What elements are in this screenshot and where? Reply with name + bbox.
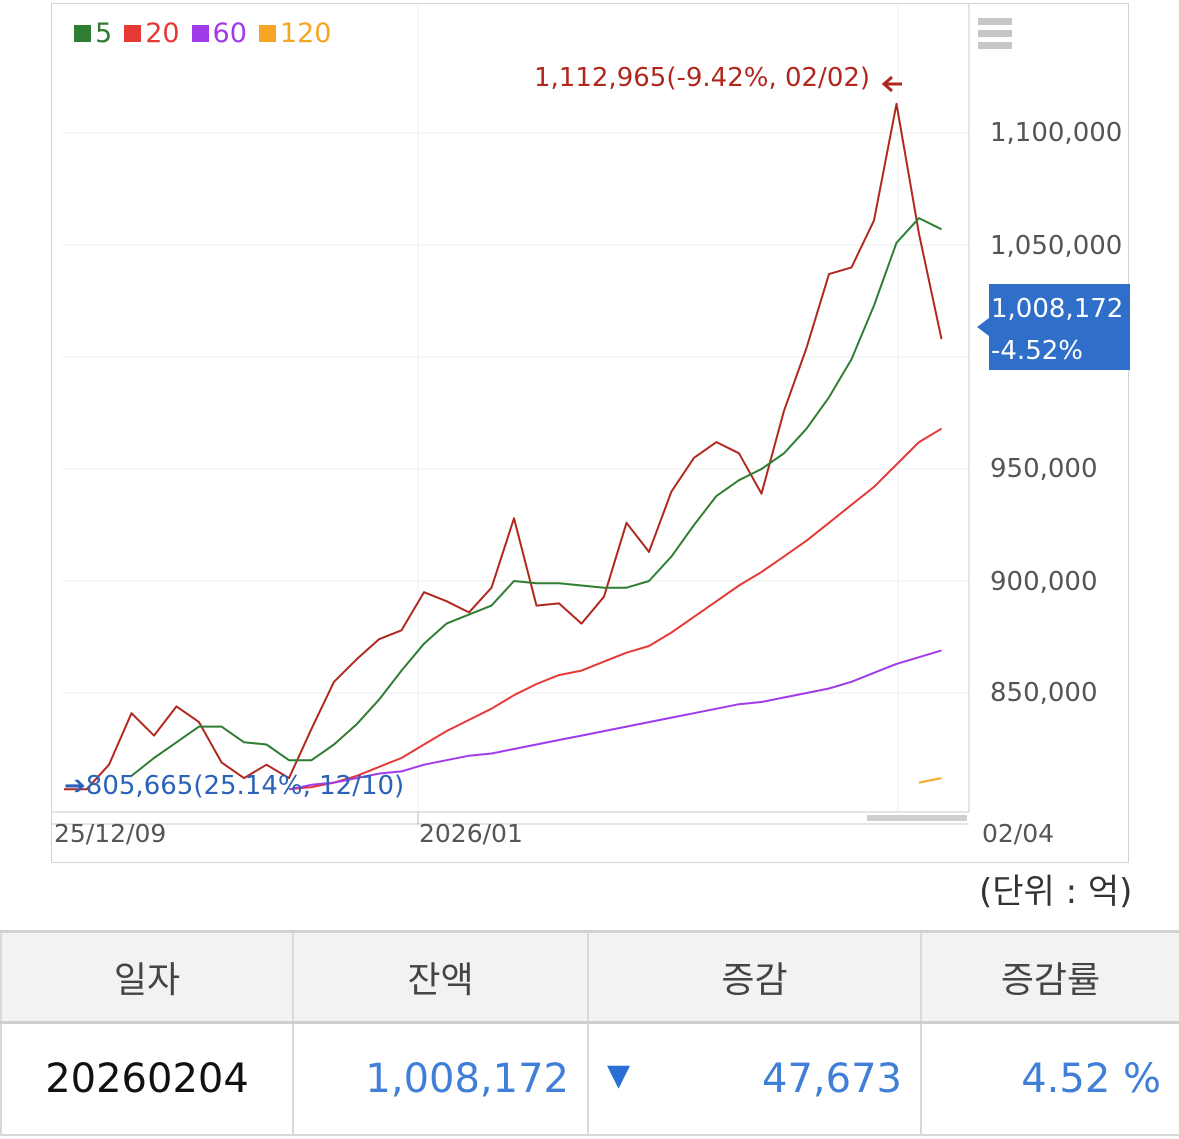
- y-tick-label: 900,000: [990, 567, 1098, 597]
- legend-item-120[interactable]: 120: [258, 18, 332, 49]
- legend-label-5: 5: [95, 18, 113, 49]
- series-line-60: [288, 649, 942, 791]
- cell-change: ▼ 47,673: [587, 1021, 922, 1136]
- legend-label-60: 60: [212, 18, 247, 49]
- min-annotation-text: 805,665(25.14%, 12/10): [85, 771, 405, 801]
- legend-swatch-60: [191, 25, 209, 42]
- legend: 5 20 60 120: [74, 18, 331, 49]
- badge-change: -4.52%: [991, 336, 1083, 366]
- current-value-badge: 1,008,172 -4.52%: [977, 284, 1130, 370]
- data-table: 일자 잔액 증감 증감률 20260204 1,008,172 ▼ 47,673…: [0, 930, 1179, 1136]
- series-line-120: [918, 777, 942, 784]
- table-header-row: 일자 잔액 증감 증감률: [0, 930, 1179, 1024]
- header-change[interactable]: 증감: [587, 930, 922, 1024]
- badge-value: 1,008,172: [991, 294, 1124, 324]
- legend-swatch-20: [124, 25, 142, 42]
- series-line-20: [288, 427, 943, 791]
- y-tick-label: 850,000: [990, 678, 1098, 708]
- left-arrow-icon: [881, 75, 902, 93]
- legend-label-20: 20: [145, 18, 180, 49]
- cell-date: 20260204: [0, 1021, 294, 1136]
- y-tick-label: 1,050,000: [990, 231, 1123, 261]
- series-line-balance: [64, 102, 943, 791]
- cell-rate: 4.52 %: [920, 1021, 1179, 1136]
- legend-label-120: 120: [279, 18, 332, 49]
- chart-container: 5 20 60 120 1,100,000 1,050,000 950,000 …: [51, 3, 1130, 863]
- legend-swatch-120: [258, 25, 276, 42]
- down-triangle-icon: ▼: [607, 1058, 631, 1093]
- unit-label: (단위 : 억): [979, 872, 1133, 912]
- y-tick-label: 1,100,000: [990, 118, 1123, 148]
- x-tick-label: 02/04: [982, 819, 1055, 848]
- header-rate[interactable]: 증감률: [920, 930, 1179, 1024]
- table-row: 20260204 1,008,172 ▼ 47,673 4.52 %: [0, 1021, 1179, 1136]
- legend-item-20[interactable]: 20: [124, 18, 180, 49]
- min-annotation: ➔805,665(25.14%, 12/10): [64, 771, 404, 801]
- x-tick-label: 2026/01: [419, 819, 523, 848]
- right-arrow-icon: ➔: [64, 771, 86, 801]
- header-balance[interactable]: 잔액: [292, 930, 589, 1024]
- badge-background: [977, 284, 1130, 370]
- legend-item-5[interactable]: 5: [74, 18, 112, 49]
- chart-canvas: [52, 4, 970, 825]
- x-tick-label: 25/12/09: [54, 819, 167, 848]
- hamburger-menu-icon[interactable]: [978, 18, 1012, 54]
- y-tick-label: 950,000: [990, 454, 1098, 484]
- scroll-handle: [867, 815, 967, 821]
- legend-swatch-5: [74, 25, 91, 42]
- series-line-5: [130, 217, 942, 777]
- max-annotation: 1,112,965(-9.42%, 02/02): [534, 63, 871, 93]
- cell-balance: 1,008,172: [292, 1021, 589, 1136]
- legend-item-60[interactable]: 60: [191, 18, 247, 49]
- header-date[interactable]: 일자: [0, 930, 294, 1024]
- cell-change-value: 47,673: [762, 1056, 902, 1102]
